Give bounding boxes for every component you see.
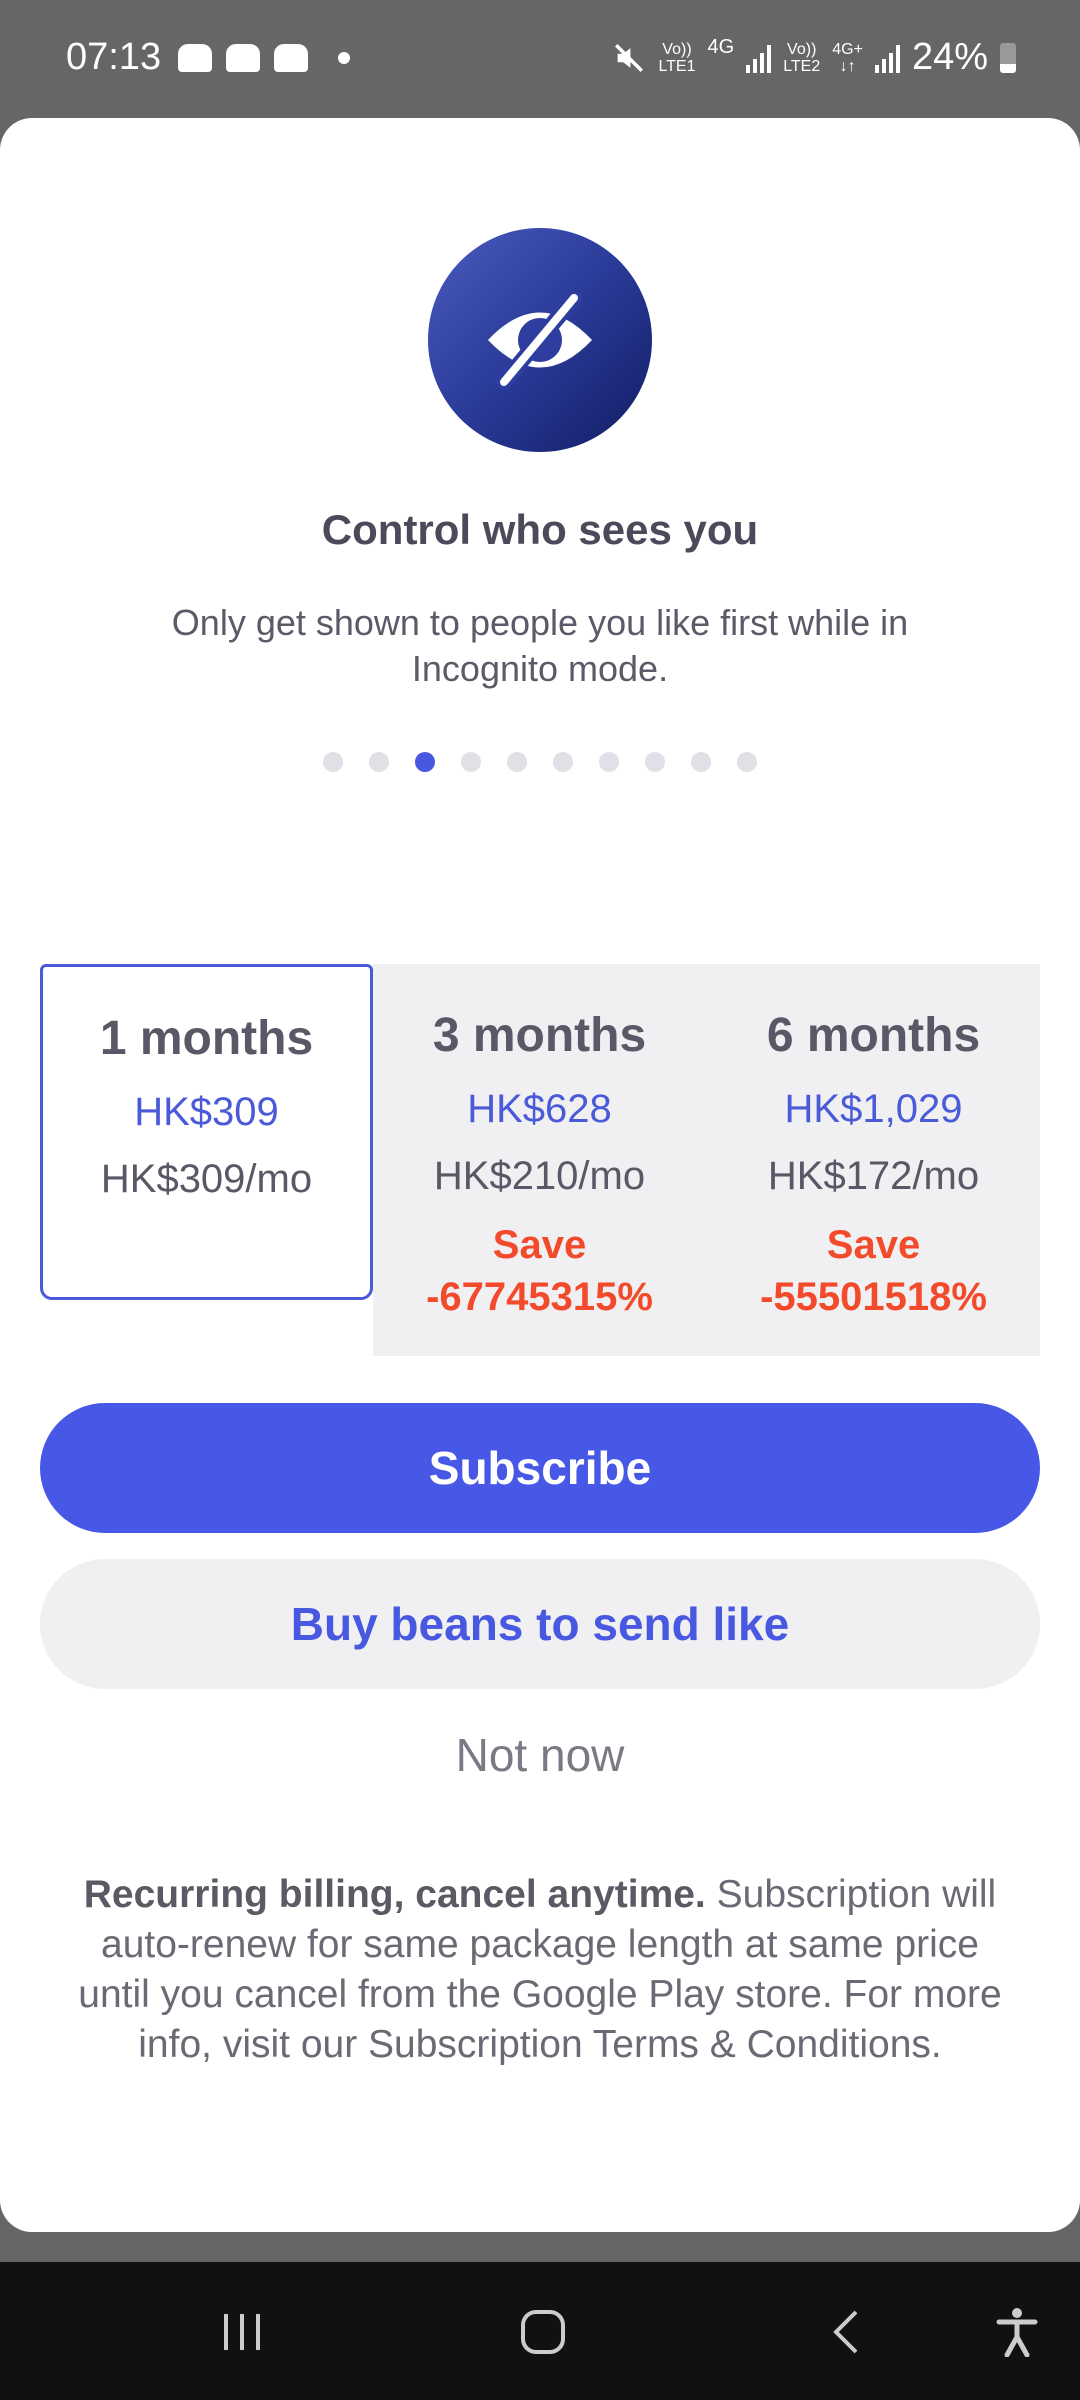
subscription-sheet: Control who sees you Only get shown to p… xyxy=(0,118,1080,2232)
back-icon xyxy=(833,2310,858,2354)
game-controller-icon xyxy=(226,44,260,72)
subscribe-button[interactable]: Subscribe xyxy=(40,1403,1040,1533)
plan-option-3-months[interactable]: 3 months HK$628 HK$210/mo Save -67745315% xyxy=(373,964,706,1319)
carousel-dot[interactable] xyxy=(553,752,573,772)
recent-apps-icon xyxy=(224,2314,260,2350)
plan-per-month: HK$172/mo xyxy=(767,1154,980,1198)
billing-disclaimer: Recurring billing, cancel anytime. Subsc… xyxy=(78,1873,1002,2066)
plan-option-1-month[interactable]: 1 months HK$309 HK$309/mo xyxy=(40,964,373,1300)
navigation-bar xyxy=(0,2262,1080,2400)
carousel-dot[interactable] xyxy=(599,752,619,772)
battery-percent: 24% xyxy=(911,36,988,78)
plan-savings: Save -55501518% xyxy=(760,1223,987,1319)
plan-per-month: HK$309/mo xyxy=(100,1157,313,1201)
recent-apps-button[interactable] xyxy=(207,2302,277,2362)
feature-subtitle: Only get shown to people you like first … xyxy=(171,602,909,689)
sim2-label: Vo)) LTE2 xyxy=(783,40,821,75)
plan-price: HK$1,029 xyxy=(784,1087,963,1131)
plan-savings: Save -67745315% xyxy=(426,1223,653,1319)
carousel-dot[interactable] xyxy=(737,752,757,772)
sim1-network: 4G xyxy=(707,36,735,58)
notification-icons xyxy=(178,44,350,72)
status-right: Vo)) LTE1 4G Vo)) LTE2 4G+ ↓↑ 24% xyxy=(612,36,1016,79)
game-controller-icon xyxy=(178,44,212,72)
plan-price: HK$628 xyxy=(467,1087,612,1131)
not-now-button[interactable]: Not now xyxy=(455,1729,625,1781)
plan-selector: 1 months HK$309 HK$309/mo 3 months HK$62… xyxy=(40,964,1040,1356)
signal-icon xyxy=(746,43,772,73)
carousel-dot[interactable] xyxy=(323,752,343,772)
game-controller-icon xyxy=(274,44,308,72)
home-button[interactable] xyxy=(508,2302,578,2362)
carousel-dot[interactable] xyxy=(369,752,389,772)
home-icon xyxy=(521,2310,565,2354)
accessibility-button[interactable] xyxy=(982,2302,1052,2362)
signal-icon xyxy=(874,43,900,73)
plan-length: 3 months xyxy=(432,1009,647,1062)
plan-background xyxy=(373,964,1040,1356)
carousel-dot-active[interactable] xyxy=(415,752,435,772)
plan-length: 1 months xyxy=(99,1012,314,1065)
back-button[interactable] xyxy=(811,2302,881,2362)
carousel-dot[interactable] xyxy=(507,752,527,772)
carousel-dot[interactable] xyxy=(645,752,665,772)
plan-option-6-months[interactable]: 6 months HK$1,029 HK$172/mo Save -5550151… xyxy=(707,964,1040,1319)
accessibility-icon xyxy=(996,2308,1038,2357)
mute-icon xyxy=(615,43,644,72)
carousel-dot[interactable] xyxy=(691,752,711,772)
dot-icon xyxy=(338,52,350,64)
sim1-label: Vo)) LTE1 xyxy=(658,40,696,75)
feature-title: Control who sees you xyxy=(321,506,759,553)
carousel-indicator[interactable] xyxy=(323,752,757,772)
plan-per-month: HK$210/mo xyxy=(433,1154,646,1198)
buy-beans-button[interactable]: Buy beans to send like xyxy=(40,1559,1040,1689)
status-time: 07:13 xyxy=(66,36,162,78)
disclaimer-text: Subscription will auto-renew for same pa… xyxy=(78,1873,1002,2066)
eye-off-icon xyxy=(488,290,592,390)
carousel-dot[interactable] xyxy=(461,752,481,772)
plan-length: 6 months xyxy=(766,1009,981,1062)
sim2-network: 4G+ ↓↑ xyxy=(832,40,863,75)
incognito-badge xyxy=(428,228,652,452)
status-bar: 07:13 Vo)) LTE1 4G Vo)) LTE2 4G+ ↓↑ 24% xyxy=(0,0,1080,118)
plan-price: HK$309 xyxy=(134,1090,279,1134)
battery-icon xyxy=(1000,42,1016,73)
